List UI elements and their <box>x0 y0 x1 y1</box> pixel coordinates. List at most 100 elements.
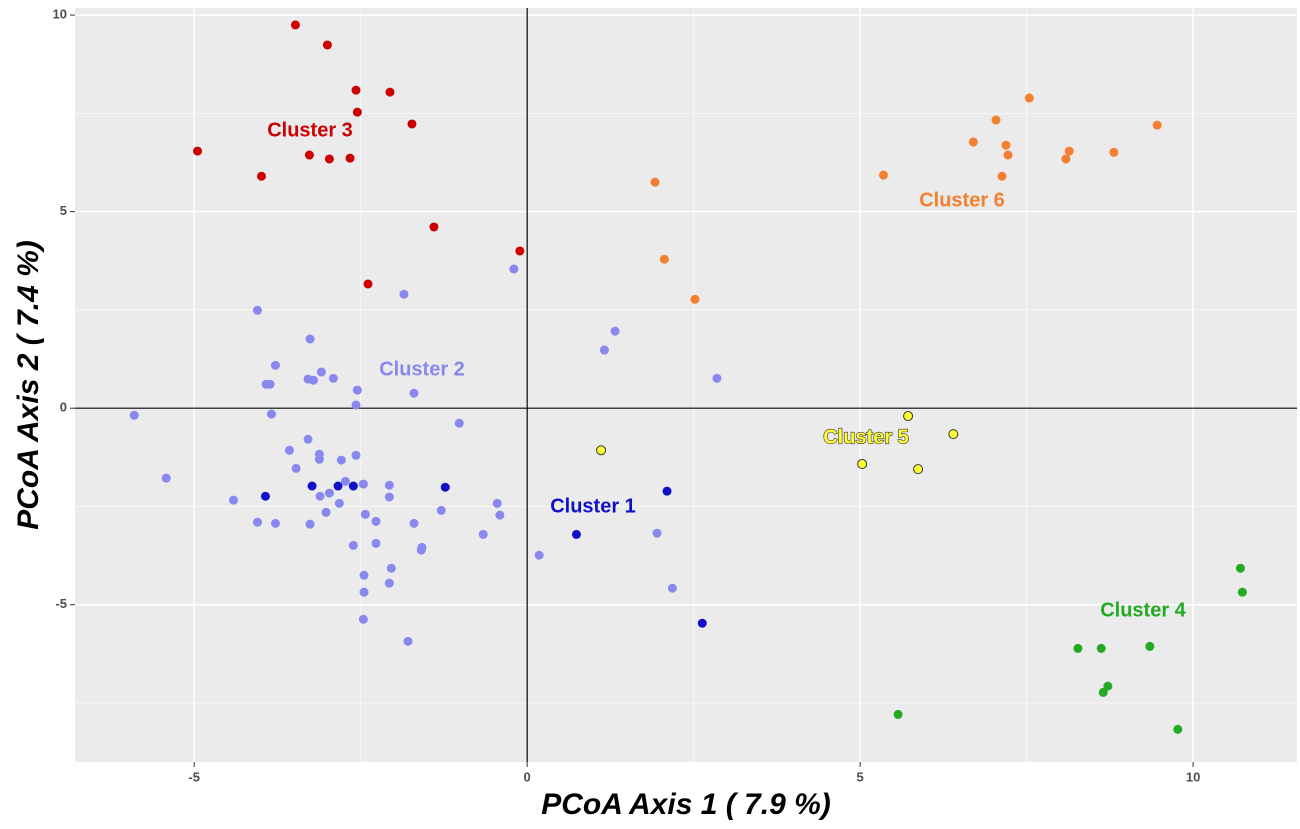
point <box>359 587 369 597</box>
point <box>1237 587 1247 597</box>
point <box>878 170 888 180</box>
point <box>334 498 344 508</box>
point <box>260 491 270 501</box>
point <box>161 473 171 483</box>
x-tick-label: 0 <box>524 769 531 784</box>
point <box>1173 724 1183 734</box>
point <box>534 550 544 560</box>
point <box>857 459 868 470</box>
point <box>316 367 326 377</box>
y-tick-label: -5 <box>55 596 67 611</box>
point <box>652 528 662 538</box>
x-axis-title: PCoA Axis 1 ( 7.9 %) <box>541 788 831 821</box>
point <box>193 146 203 156</box>
point <box>509 264 519 274</box>
point <box>1064 146 1074 156</box>
plot-background <box>75 8 1297 762</box>
x-tick-label: 5 <box>857 769 864 784</box>
point <box>324 154 334 164</box>
point <box>305 519 315 529</box>
point <box>352 385 362 395</box>
point <box>384 480 394 490</box>
point <box>352 107 362 117</box>
point <box>403 636 413 646</box>
point <box>371 516 381 526</box>
point <box>650 177 660 187</box>
cluster-label: Cluster 5 <box>823 426 909 448</box>
point <box>1103 681 1113 691</box>
point <box>359 570 369 580</box>
point <box>384 492 394 502</box>
point <box>1001 140 1011 150</box>
point <box>345 153 355 163</box>
point <box>1061 154 1071 164</box>
x-tick-label: -5 <box>188 769 200 784</box>
y-axis-title: PCoA Axis 2 ( 7.4 %) <box>12 240 45 530</box>
point <box>351 85 361 95</box>
point <box>991 115 1001 125</box>
point <box>384 578 394 588</box>
point <box>610 326 620 336</box>
y-tick-label: 0 <box>60 400 67 415</box>
point <box>360 509 370 519</box>
point <box>667 583 677 593</box>
cluster-label: Cluster 3 <box>267 119 353 141</box>
point <box>324 488 334 498</box>
point <box>407 119 417 129</box>
point <box>129 410 139 420</box>
point <box>252 517 262 527</box>
point <box>358 479 368 489</box>
point <box>948 429 959 440</box>
point <box>903 411 914 422</box>
point <box>659 254 669 264</box>
point <box>1073 643 1083 653</box>
point <box>495 510 505 520</box>
point <box>228 495 238 505</box>
point <box>340 476 350 486</box>
point <box>386 563 396 573</box>
point <box>371 538 381 548</box>
point <box>436 505 446 515</box>
point <box>429 222 439 232</box>
cluster-label: Cluster 1 <box>550 495 636 517</box>
point <box>322 40 332 50</box>
point <box>571 529 581 539</box>
point <box>284 445 294 455</box>
point <box>515 246 525 256</box>
point <box>416 545 426 555</box>
point <box>265 379 275 389</box>
point <box>1098 687 1108 697</box>
point <box>333 481 343 491</box>
point <box>304 150 314 160</box>
point <box>1096 643 1106 653</box>
point <box>363 279 373 289</box>
point <box>454 418 464 428</box>
point <box>1152 120 1162 130</box>
point <box>315 491 325 501</box>
point <box>596 445 607 456</box>
cluster-label: Cluster 4 <box>1100 599 1186 621</box>
point <box>385 87 395 97</box>
point <box>266 409 276 419</box>
point <box>1145 641 1155 651</box>
point <box>348 540 358 550</box>
point <box>256 171 266 181</box>
point <box>1235 563 1245 573</box>
point <box>1024 93 1034 103</box>
cluster-label: Cluster 6 <box>919 189 1005 211</box>
point <box>1003 150 1013 160</box>
point <box>303 434 313 444</box>
x-tick-label: 10 <box>1186 769 1200 784</box>
point <box>997 171 1007 181</box>
point <box>252 305 262 315</box>
point <box>305 334 315 344</box>
point <box>893 709 903 719</box>
point <box>599 345 609 355</box>
point <box>968 137 978 147</box>
point <box>492 498 502 508</box>
point <box>690 294 700 304</box>
point <box>270 360 280 370</box>
point <box>290 20 300 30</box>
y-tick-label: 5 <box>60 203 67 218</box>
